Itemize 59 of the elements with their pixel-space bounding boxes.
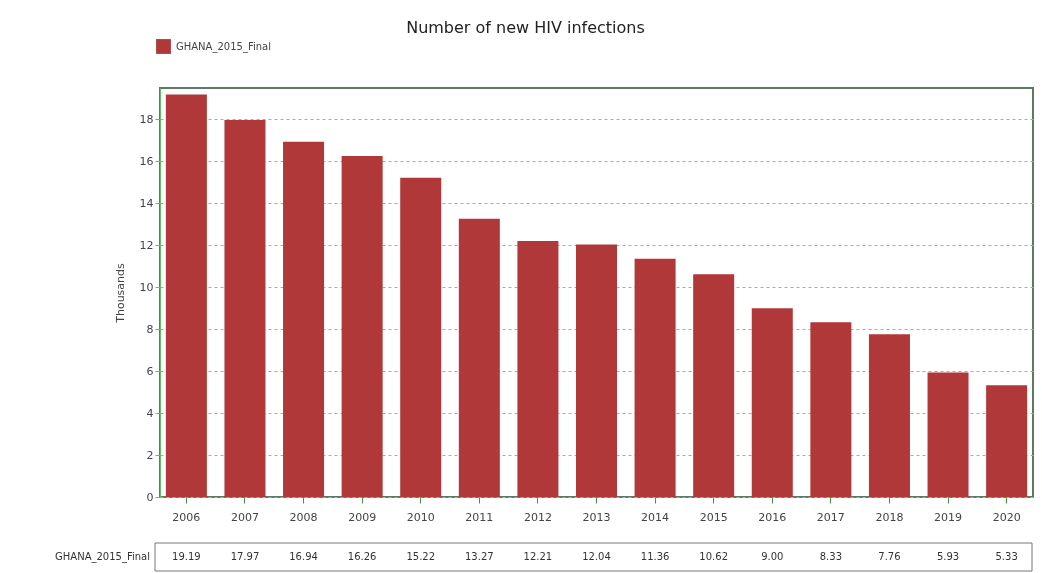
data-label: 12.04 <box>582 551 611 562</box>
x-tick-label: 2006 <box>172 510 201 524</box>
x-tick-label: 2014 <box>641 510 670 524</box>
data-label: 8.33 <box>819 551 842 562</box>
legend-label: GHANA_2015_Final <box>176 40 271 53</box>
x-tick-label: 2018 <box>875 510 904 524</box>
bar <box>224 120 266 497</box>
bar <box>634 258 676 497</box>
x-tick-label: 2008 <box>289 510 318 524</box>
data-label: 15.22 <box>406 551 436 562</box>
bar <box>810 322 852 497</box>
bar <box>868 334 910 497</box>
bar <box>575 244 618 497</box>
data-label: 16.26 <box>347 551 377 562</box>
y-tick-label: 16 <box>139 154 154 168</box>
data-label: 19.19 <box>172 551 201 562</box>
x-tick-label: 2017 <box>816 510 845 524</box>
y-axis-title: Thousands <box>113 262 127 324</box>
bar <box>927 372 969 497</box>
bar <box>400 177 442 497</box>
x-tick-label: 2013 <box>582 510 611 524</box>
data-label: 13.27 <box>465 551 494 562</box>
x-tick-label: 2020 <box>992 510 1021 524</box>
text: GHANA_2015_Final <box>55 551 150 562</box>
data-label: 9.00 <box>761 551 784 562</box>
data-label: 5.33 <box>995 551 1018 562</box>
data-label: 10.62 <box>699 551 728 562</box>
data-label: 5.93 <box>936 551 960 562</box>
bar <box>517 240 559 497</box>
chart-title: Number of new HIV infections <box>406 18 645 37</box>
x-tick-label: 2010 <box>406 510 435 524</box>
x-tick-label: 2012 <box>523 510 552 524</box>
x-tick-label: 2015 <box>699 510 728 524</box>
y-tick-label: 4 <box>146 406 154 420</box>
x-tick-label: 2016 <box>758 510 787 524</box>
bar <box>986 385 1028 497</box>
y-tick-label: 6 <box>146 364 154 378</box>
bar <box>165 94 207 497</box>
y-tick-label: 18 <box>139 112 154 126</box>
y-tick-label: 2 <box>146 448 154 462</box>
y-tick-label: 14 <box>139 196 154 210</box>
y-tick-label: 0 <box>146 490 154 504</box>
x-tick-label: 2019 <box>934 510 963 524</box>
data-label: 16.94 <box>289 551 318 562</box>
data-label: 11.36 <box>640 551 670 562</box>
data-label: 17.97 <box>230 551 260 562</box>
data-label: 7.76 <box>878 551 901 562</box>
bar <box>751 308 793 497</box>
y-tick-label: 8 <box>146 322 154 336</box>
bar <box>458 218 500 497</box>
x-tick-label: 2011 <box>465 510 494 524</box>
bar <box>693 274 735 497</box>
bar <box>341 155 383 497</box>
x-tick-label: 2009 <box>348 510 377 524</box>
y-tick-label: 10 <box>139 280 154 294</box>
x-tick-label: 2007 <box>230 510 259 524</box>
bar <box>283 141 325 497</box>
y-tick-label: 12 <box>139 238 154 252</box>
data-label: 12.21 <box>523 551 553 562</box>
